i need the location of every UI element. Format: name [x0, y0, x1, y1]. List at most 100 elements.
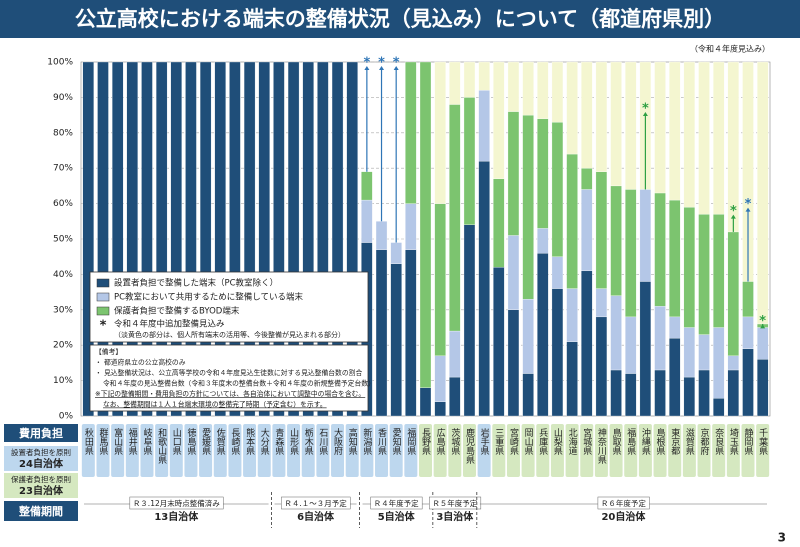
category-box [228, 424, 242, 477]
x-tick-label: 熊本県 [244, 427, 255, 456]
bar-segment [551, 288, 564, 417]
category-box [96, 424, 110, 477]
bar-segment [258, 61, 270, 417]
bar-segment [361, 171, 373, 201]
x-tick-label: 新潟県 [361, 427, 372, 456]
marker-arrowhead [364, 66, 370, 70]
y-tick-label: 20% [53, 341, 73, 351]
bar-segment [742, 316, 754, 349]
period-label: Ｒ４.１～３月予定 [284, 498, 347, 508]
category-box [81, 424, 95, 477]
bar-segment [507, 235, 520, 310]
period-label-box [281, 496, 351, 510]
category-box [477, 424, 491, 477]
category-box [360, 424, 374, 477]
category-box [506, 424, 520, 477]
bar-segment [434, 355, 446, 402]
category-box [125, 424, 139, 477]
category-box [462, 424, 476, 477]
bar-segment [522, 61, 534, 116]
bar-segment [287, 61, 300, 417]
bar-segment [610, 185, 622, 296]
note-line: ・ 見込整備状況は、公立高等学校の令和４年度見込生徒数に対する見込整備台数の割合 [95, 368, 362, 377]
bar-segment [97, 61, 109, 417]
bar-segment [669, 199, 681, 318]
period-label: Ｒ６年度予定 [601, 498, 646, 508]
bar-segment [331, 61, 344, 417]
y-tick-label: 10% [53, 376, 73, 386]
category-box [345, 424, 359, 477]
category-box [668, 424, 682, 477]
bar-segment [449, 330, 461, 378]
x-tick-label: 島根県 [655, 427, 666, 456]
bar-segment [566, 341, 578, 417]
category-box [404, 424, 418, 477]
x-tick-label: 宮崎県 [508, 427, 519, 456]
category-box [257, 424, 271, 477]
marker: * [393, 56, 400, 71]
x-tick-label: 岡山県 [523, 428, 534, 456]
bar-segment [185, 61, 197, 417]
marker-arrowhead [730, 214, 736, 219]
x-tick-label: 滋賀県 [684, 427, 695, 456]
legend-box [89, 271, 369, 343]
marker-arrowhead [379, 66, 385, 70]
bar-segment [449, 104, 461, 332]
x-tick-label: 愛知県 [391, 427, 402, 456]
x-tick-label: 奈良県 [713, 427, 724, 456]
legend-label: 保護者負担で整備するBYOD端末 [114, 306, 240, 317]
x-tick-label: 大分県 [259, 427, 270, 456]
x-tick-label: 岩手県 [479, 427, 490, 456]
bar-segment [111, 61, 124, 417]
bar-segment [478, 160, 490, 417]
x-tick-label: 福島県 [625, 427, 636, 456]
legend-note: （淡黄色の部分は、個人所有端末の活用等、今後整備が見込まれる部分） [114, 330, 345, 339]
bar-segment [463, 224, 476, 417]
burden-title-box [4, 424, 78, 442]
period-title-box [4, 501, 78, 521]
y-tick-label: 60% [53, 199, 73, 209]
bar-segment [537, 118, 549, 229]
bar-segment [625, 373, 637, 417]
x-tick-label: 高知県 [347, 427, 358, 456]
category-box [638, 424, 652, 477]
bar-segment [713, 214, 725, 328]
y-tick-label: 40% [53, 270, 73, 280]
bar-segment [669, 316, 681, 339]
bar-segment [419, 387, 432, 417]
burden-count: 23自治体 [19, 484, 64, 497]
marker: * [363, 56, 370, 71]
x-tick-label: 山口県 [171, 428, 182, 456]
bar-segment [639, 189, 652, 282]
category-box [492, 424, 506, 477]
bar-segment [595, 61, 608, 172]
bar-segment [698, 334, 710, 371]
marker-arrowhead [393, 66, 399, 70]
category-box [375, 424, 389, 477]
category-box [550, 424, 564, 477]
bar-segment [639, 281, 652, 417]
legend-label: PC教室において共用するために整備している端末 [114, 292, 304, 303]
legend-label: 令和４年度中追加整備見込み [114, 319, 225, 330]
bar-segment [698, 369, 710, 417]
bar-segment [405, 203, 417, 250]
x-tick-label: 鹿児島県 [464, 427, 475, 465]
marker-arrowhead [642, 112, 648, 117]
subtitle: （令和４年度見込み） [690, 44, 770, 54]
burden-label: 設置者負担を原則 [11, 447, 71, 457]
bar-segment [434, 401, 446, 417]
x-tick-label: 長崎県 [229, 428, 240, 456]
category-box [155, 424, 169, 477]
bar-segment [698, 214, 710, 335]
bar-segment [610, 369, 622, 417]
bar-segment [199, 61, 212, 417]
bar-segment [449, 61, 461, 105]
bar-segment [683, 206, 696, 328]
category-box [653, 424, 667, 477]
category-box [213, 424, 227, 477]
category-box [140, 424, 154, 477]
bar-segment [493, 267, 505, 417]
chart-title: 公立高校における端末の整備状況（見込み）について（都道府県別） [75, 7, 725, 31]
bar-segment [683, 327, 696, 378]
